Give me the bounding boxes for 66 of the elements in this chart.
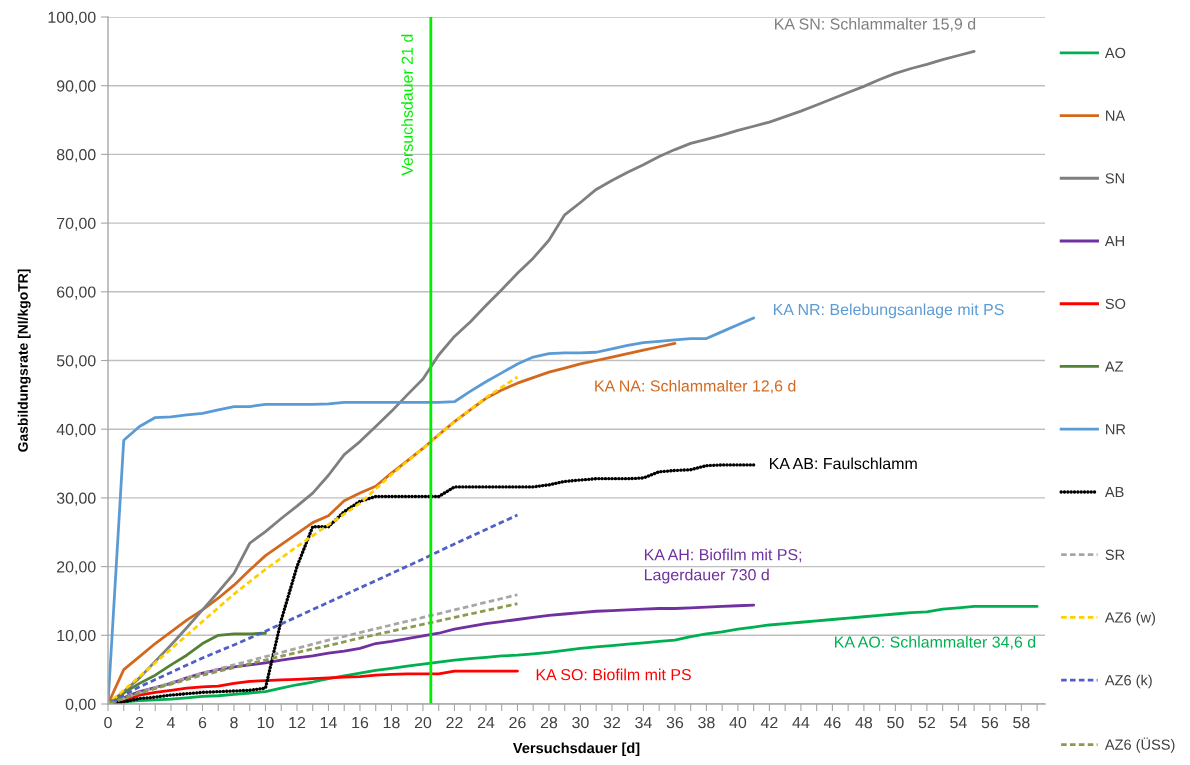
y-tick-label: 70,00: [57, 217, 96, 231]
x-tick-label: 56: [981, 716, 999, 729]
x-tick-label: 8: [230, 716, 238, 729]
x-tick-label: 24: [477, 716, 495, 729]
legend-label: AZ: [1104, 361, 1124, 372]
y-tick-label: 60,00: [57, 286, 96, 300]
x-tick-label: 54: [950, 717, 967, 729]
x-tick-label: 38: [698, 716, 715, 729]
x-tick-label: 34: [635, 716, 652, 729]
y-tick-label: 100,00: [48, 11, 96, 25]
x-tick-label: 26: [509, 716, 526, 729]
x-tick-label: 2: [135, 716, 144, 729]
legend-label: AZ6 (ÜSS): [1104, 737, 1175, 753]
y-tick-label: 20,00: [57, 561, 96, 575]
x-tick-label: 50: [887, 716, 904, 729]
y-tick-label: 30,00: [56, 492, 96, 506]
x-tick-label: 28: [540, 716, 558, 729]
x-tick-label: 30: [572, 716, 589, 729]
x-tick-label: 32: [603, 716, 621, 729]
x-tick-label: 20: [414, 716, 432, 729]
x-tick-label: 46: [823, 716, 841, 729]
ref-line-label: Versuchsdauer 21 d: [401, 34, 413, 176]
x-tick-label: 44: [792, 717, 810, 729]
x-tick-label: 58: [1013, 716, 1030, 729]
x-tick-label: 18: [383, 716, 400, 729]
legend-label: SR: [1105, 549, 1125, 560]
y-tick-label: 40,00: [56, 423, 96, 438]
x-tick-label: 14: [320, 717, 337, 729]
x-tick-label: 16: [352, 716, 369, 729]
legend-label: SN: [1105, 173, 1124, 184]
legend-label: AB: [1104, 487, 1124, 498]
annotation: KA AO: Schlammalter 34,6 d: [835, 636, 1036, 650]
line-series: [108, 631, 267, 704]
y-tick-label: 50,00: [56, 355, 96, 369]
legend-label: SO: [1105, 298, 1126, 309]
x-tick-label: 36: [666, 716, 684, 729]
y-tick-label: 0,00: [65, 698, 96, 712]
legend-label: AZ6 (w): [1104, 611, 1156, 626]
x-tick-label: 4: [166, 717, 175, 729]
legend-label: AH: [1104, 236, 1124, 247]
x-tick-label: 10: [257, 716, 274, 729]
line-series: [108, 375, 519, 704]
x-tick-label: 52: [918, 716, 935, 729]
annotation: KA AH: Biofilm mit PS; Lagerdauer 730 d: [644, 548, 802, 584]
x-axis-title: Versuchsdauer [d]: [512, 742, 640, 757]
annotation: KA AB: Faulschlamm: [769, 457, 917, 470]
legend-label: AZ6 (k): [1104, 674, 1152, 689]
x-tick-label: 6: [198, 716, 207, 729]
annotation: KA SN: Schlammalter 15,9 d: [775, 17, 976, 32]
x-tick-label: 22: [446, 716, 463, 729]
y-tick-label: 80,00: [56, 149, 96, 163]
x-tick-label: 48: [855, 716, 873, 729]
y-axis-title: Gasbildungsrate [Nl/kgoTR]: [17, 269, 31, 452]
annotation: KA NA: Schlammalter 12,6 d: [595, 379, 796, 394]
legend-label: NA: [1106, 110, 1126, 121]
x-tick-label: 42: [760, 716, 778, 729]
y-tick-label: 10,00: [57, 629, 96, 644]
x-tick-label: 0: [104, 716, 112, 729]
x-tick-label: 12: [289, 716, 306, 729]
annotation: KA NR: Belebungsanlage mit PS: [773, 303, 1004, 319]
legend-label: NR: [1106, 424, 1126, 435]
y-tick-label: 90,00: [56, 80, 96, 94]
annotation: KA SO: Biofilm mit PS: [536, 668, 691, 681]
line-series: [108, 513, 519, 704]
legend-label: AO: [1104, 47, 1126, 59]
x-tick-label: 40: [729, 716, 747, 729]
